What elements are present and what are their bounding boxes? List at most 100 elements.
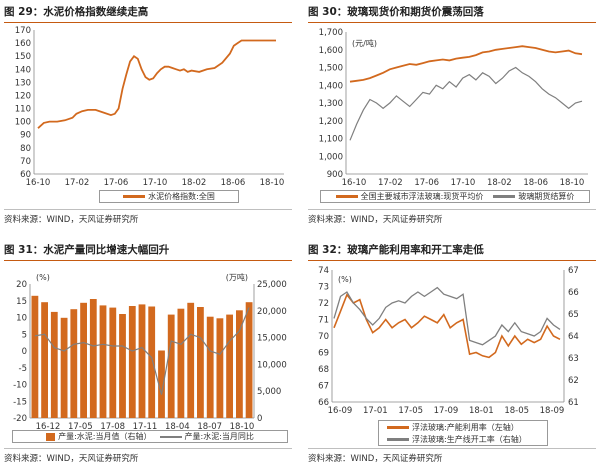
x-tick-label: 16-10 [342, 178, 367, 188]
y-tick-label: 90 [20, 131, 31, 141]
bar-monthly-output [109, 307, 117, 418]
y-tick-label-right: 15,000 [257, 334, 287, 344]
series-line-operating-rate [333, 286, 561, 346]
y-tick-label-right: 0 [257, 414, 262, 424]
y-tick-label-left: -5 [19, 364, 27, 374]
y-tick-label: 1,600 [319, 46, 343, 56]
legend-label: 产量:水泥:当月同比 [184, 432, 254, 441]
y-axis-unit: (元/吨) [352, 38, 377, 48]
y-tick-label-left: 5 [22, 330, 27, 340]
y-tick-label-left: 73 [318, 283, 329, 293]
y-tick-label-left: 72 [318, 299, 329, 309]
y-tick-label-left: 0 [22, 347, 27, 357]
y-tick-label: 130 [15, 78, 31, 88]
legend-label: 浮法玻璃:产能利用率（左轴） [412, 422, 519, 432]
y-tick-label-left: 70 [318, 332, 329, 342]
legend-item: 水泥价格指数:全国 [123, 191, 215, 202]
y-axis-unit-left: (%) [338, 275, 352, 284]
chart-title: 图 30：玻璃现货价和期货价震荡回落 [308, 6, 484, 18]
y-tick-label: 900 [327, 170, 343, 180]
y-tick-label: 1,000 [319, 152, 343, 162]
bar-monthly-output [50, 311, 58, 418]
x-tick-label: 17-01 [363, 406, 388, 416]
x-tick-label: 16-09 [328, 406, 353, 416]
x-tick-label: 18-04 [165, 422, 190, 432]
x-tick-label: 18-06 [523, 178, 548, 188]
y-tick-label: 100 [15, 118, 31, 128]
y-tick-label-left: 69 [318, 349, 329, 359]
x-tick-label: 17-08 [100, 422, 125, 432]
x-tick-label: 18-07 [197, 422, 222, 432]
y-tick-label: 1,500 [319, 64, 343, 74]
legend-label: 浮法玻璃:生产线开工率（右轴） [412, 434, 527, 444]
y-tick-label-right: 66 [568, 288, 579, 298]
source-note: 资料来源：WIND，天风证券研究所 [308, 215, 443, 225]
source-divider [308, 448, 596, 449]
source-note: 资料来源：WIND，天风证券研究所 [308, 454, 443, 464]
series-line-utilization [333, 293, 561, 359]
y-tick-label-right: 64 [568, 332, 579, 342]
y-tick-label-left: -15 [13, 397, 27, 407]
y-tick-label-left: 71 [318, 316, 329, 326]
y-tick-label-left: 74 [318, 266, 329, 276]
legend-swatch [387, 437, 409, 441]
title-divider [308, 260, 596, 261]
y-axis-unit-right: (万吨) [226, 272, 248, 282]
y-tick-label-left: 10 [16, 314, 27, 324]
legend-swatch [493, 195, 516, 198]
bar-monthly-output [197, 307, 204, 418]
y-tick-label-left: 20 [16, 280, 27, 290]
legend-item: 浮法玻璃:生产线开工率（右轴） [387, 434, 527, 445]
x-tick-label: 17-10 [451, 178, 476, 188]
y-tick-label-right: 5,000 [257, 387, 281, 397]
chart-30-svg: 900 1,000 1,100 1,200 1,300 1,400 1,500 1,600 1,… [319, 28, 588, 188]
legend: 产量:水泥:当月值（右轴） 产量:水泥:当月同比 [12, 430, 288, 443]
x-tick-label: 17-05 [398, 406, 423, 416]
y-tick-label: 1,200 [319, 117, 343, 127]
chart-32-svg: 66 67 68 69 70 71 72 73 74 61 62 63 64 65 66 67 (%) 16-09… [318, 266, 579, 416]
bar-monthly-output [148, 306, 156, 418]
y-tick-label: 140 [15, 65, 31, 75]
x-tick-label: 18-02 [182, 178, 207, 188]
bar-monthly-output [128, 306, 136, 418]
y-tick-label: 70 [20, 157, 31, 167]
legend-label: 产量:水泥:当月值（右轴） [58, 432, 152, 441]
x-tick-label: 17-10 [143, 178, 168, 188]
title-divider [308, 22, 596, 23]
x-tick-label: 17-02 [378, 178, 403, 188]
y-tick-label: 80 [20, 144, 31, 154]
x-tick-label: 18-10 [560, 178, 585, 188]
source-divider [4, 448, 292, 449]
series-line-cement-index [37, 39, 276, 129]
x-tick-label: 18-02 [487, 178, 512, 188]
y-tick-label-left: -10 [13, 381, 27, 391]
x-tick-label: 16-12 [36, 422, 61, 432]
x-tick-label: 17-02 [65, 178, 90, 188]
legend-item: 产量:水泥:当月同比 [159, 431, 254, 442]
chart-31-svg: -20 -15 -10 -5 0 5 10 15 20 0 5,000 10,000 15,000 20,… [13, 272, 287, 432]
x-tick-label: 18-09 [540, 406, 565, 416]
legend-swatch [46, 432, 56, 441]
legend-swatch [159, 435, 182, 438]
source-divider [308, 209, 596, 210]
series-line-yoy [34, 307, 250, 395]
title-divider [4, 260, 292, 261]
chart-title: 图 31：水泥产量同比增速大幅回升 [4, 244, 170, 256]
chart-panel-32: 图 32：玻璃产能利用率和开工率走低 66 67 68 69 70 71 72 73 74 61 6… [308, 242, 596, 466]
bar-monthly-output [245, 302, 253, 418]
chart-title: 图 32：玻璃产能利用率和开工率走低 [308, 244, 484, 256]
y-tick-label-right: 62 [568, 376, 579, 386]
x-tick-label: 17-11 [133, 422, 158, 432]
bar-monthly-output [167, 314, 175, 418]
x-tick-label: 16-10 [26, 178, 51, 188]
x-tick-label: 18-10 [260, 178, 285, 188]
y-tick-label: 1,400 [319, 81, 343, 91]
legend: 浮法玻璃:产能利用率（左轴） 浮法玻璃:生产线开工率（右轴） [378, 420, 548, 446]
y-tick-label-right: 63 [568, 354, 579, 364]
source-note: 资料来源：WIND，天风证券研究所 [4, 454, 139, 464]
y-tick-label-right: 25,000 [257, 280, 287, 290]
x-tick-label: 17-06 [104, 178, 129, 188]
legend: 全国主要城市浮法玻璃:现货平均价 玻璃期货结算价 [320, 190, 590, 203]
legend-swatch [335, 195, 358, 198]
legend-item: 全国主要城市浮法玻璃:现货平均价 [335, 191, 483, 202]
